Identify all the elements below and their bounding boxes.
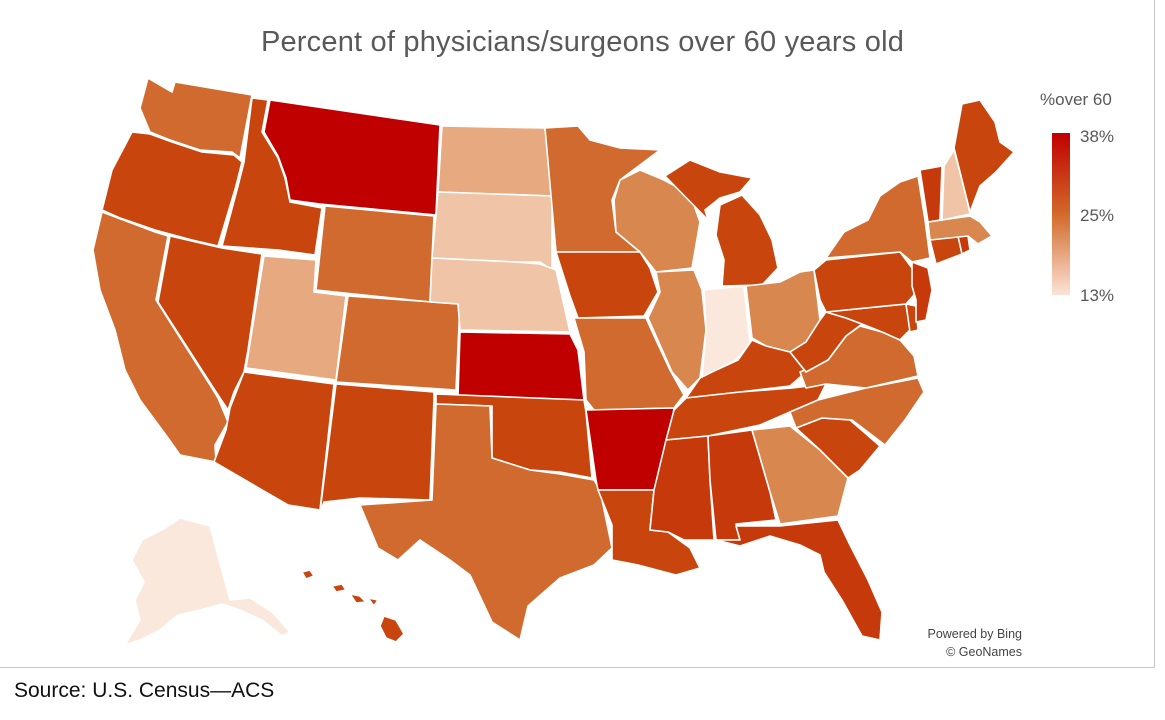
- state-hawaii: [301, 569, 405, 643]
- source-caption: Source: U.S. Census—ACS: [14, 679, 275, 702]
- state-florida: [715, 519, 883, 641]
- states-layer: [92, 77, 1015, 646]
- state-new-mexico: [319, 383, 435, 513]
- state-new-york: [825, 175, 931, 263]
- legend-color-bar: [1052, 133, 1070, 295]
- state-nevada: [157, 235, 263, 411]
- state-oregon: [101, 131, 243, 247]
- state-washington: [139, 77, 253, 159]
- state-iowa: [555, 251, 659, 319]
- map-title: Percent of physicians/surgeons over 60 y…: [260, 26, 905, 58]
- legend-min-label: 13%: [1080, 286, 1115, 305]
- powered-by-text: Powered by Bing: [927, 627, 1022, 641]
- state-maine: [953, 99, 1015, 213]
- legend-title: %over 60: [1040, 90, 1112, 109]
- state-michigan: [664, 159, 779, 287]
- state-north-dakota: [437, 125, 553, 197]
- state-illinois: [647, 269, 707, 391]
- copyright-text: © GeoNames: [946, 645, 1022, 659]
- state-pennsylvania: [813, 251, 915, 313]
- state-massachusetts: [927, 215, 993, 245]
- state-wisconsin: [613, 169, 701, 273]
- state-utah: [245, 255, 347, 381]
- state-arizona: [213, 371, 335, 511]
- state-missouri: [573, 317, 685, 411]
- state-new-jersey: [911, 261, 933, 323]
- state-nebraska: [429, 257, 571, 333]
- state-wyoming: [315, 205, 435, 303]
- map-attribution: Powered by Bing © GeoNames: [900, 625, 1022, 661]
- state-north-carolina: [789, 377, 925, 446]
- legend-max-label: 38%: [1080, 127, 1115, 146]
- state-georgia: [751, 425, 849, 525]
- state-alaska: [124, 517, 291, 646]
- state-texas: [359, 403, 613, 641]
- map-frame: [0, 0, 1155, 668]
- state-vermont: [919, 165, 943, 223]
- legend-mid-label: 25%: [1080, 206, 1115, 225]
- state-montana: [263, 99, 441, 216]
- state-idaho: [221, 97, 323, 256]
- state-delaware: [905, 303, 919, 333]
- state-colorado: [335, 295, 461, 391]
- state-kansas: [457, 331, 585, 401]
